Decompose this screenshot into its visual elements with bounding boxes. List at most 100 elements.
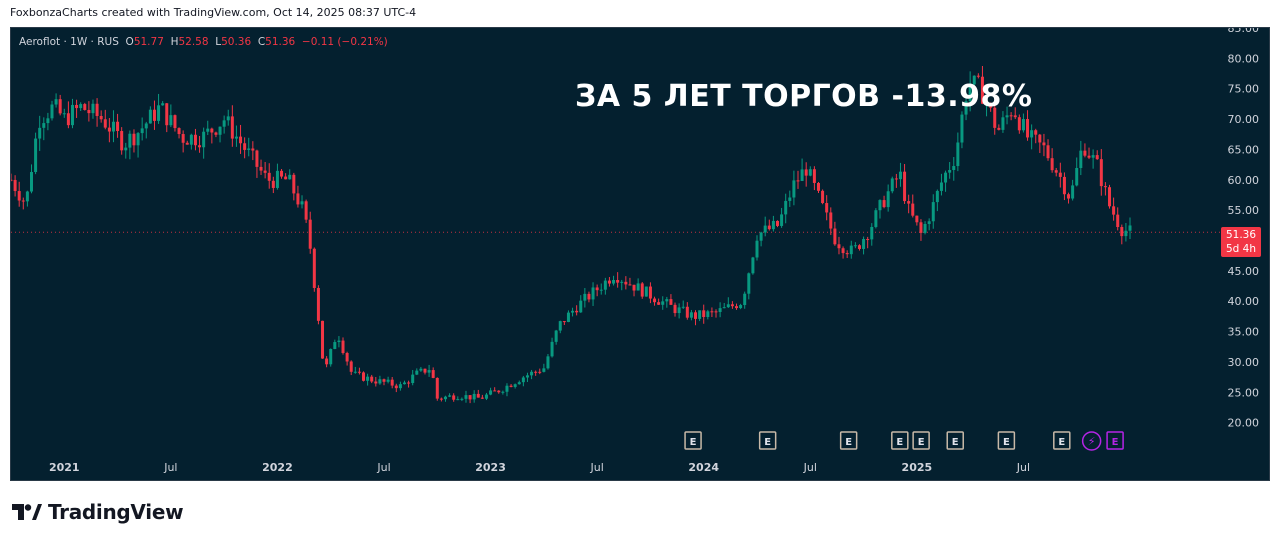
candle-up: [275, 170, 279, 188]
candle-up: [25, 191, 29, 202]
candle-up: [169, 115, 173, 126]
candle-down: [357, 371, 361, 373]
candle-down: [423, 368, 427, 373]
tradingview-wordmark: TradingView: [48, 500, 184, 524]
candle-down: [1087, 155, 1091, 158]
candle-up: [50, 104, 54, 119]
candle-up: [968, 84, 972, 102]
candle-up: [1075, 168, 1079, 186]
candle-down: [796, 180, 800, 182]
candle-up: [677, 307, 681, 314]
candle-up: [874, 210, 878, 227]
candle-down: [640, 283, 644, 297]
candle-up: [111, 121, 115, 132]
earnings-event-marker: [912, 431, 930, 450]
candle-down: [66, 113, 70, 126]
candle-up: [800, 169, 804, 181]
candle-down: [833, 228, 837, 245]
candle-down: [997, 127, 1001, 130]
candle-down: [120, 131, 124, 151]
candle-down: [431, 370, 435, 378]
candle-up: [460, 398, 464, 400]
candle-up: [136, 133, 140, 146]
candle-up: [333, 342, 337, 349]
candle-up: [784, 200, 788, 215]
earnings-event-marker: [997, 431, 1016, 450]
candle-down: [407, 382, 411, 384]
candle-down: [308, 219, 312, 249]
candle-up: [456, 399, 460, 401]
candle-down: [165, 103, 169, 126]
candle-up: [771, 220, 775, 230]
candle-down: [99, 115, 103, 120]
candle-down: [685, 306, 689, 318]
candle-down: [480, 397, 484, 399]
headline: ЗА 5 ЛЕТ ТОРГОВ -13.98%: [575, 79, 1033, 114]
candle-up: [366, 376, 370, 381]
candle-up: [513, 384, 517, 387]
candle-down: [1095, 155, 1099, 160]
candle-up: [1071, 185, 1075, 199]
candle-down: [702, 310, 706, 317]
change-value: −0.11 (−0.21%): [301, 36, 388, 48]
candle-up: [620, 281, 624, 283]
candle-up: [698, 310, 702, 319]
candle-down: [919, 222, 923, 233]
candle-up: [739, 305, 743, 309]
candle-down: [845, 253, 849, 255]
symbol-label[interactable]: Aeroflot · 1W · RUS: [19, 36, 119, 48]
bar-countdown: 5d 4h: [1225, 243, 1257, 255]
chart-panel[interactable]: 20.0025.0030.0035.0040.0045.0050.0055.00…: [10, 27, 1270, 481]
candle-down: [616, 279, 620, 283]
candle-up: [603, 280, 607, 290]
candle-up: [42, 123, 46, 128]
earnings-event-marker: [684, 431, 702, 450]
earnings-event-label: E: [764, 437, 771, 448]
candle-down: [468, 395, 472, 400]
earnings-event-marker: [1053, 431, 1071, 450]
candle-down: [255, 150, 259, 167]
candle-up: [751, 257, 755, 274]
candle-up: [1124, 230, 1128, 237]
candle-down: [394, 385, 398, 389]
low-value: 50.36: [221, 36, 252, 48]
candle-down: [321, 320, 325, 359]
candle-down: [312, 248, 316, 288]
candle-up: [398, 384, 402, 389]
candle-up: [489, 390, 493, 395]
candle-up: [288, 174, 292, 180]
candle-down: [1103, 186, 1107, 188]
candle-up: [898, 171, 902, 180]
candle-up: [157, 105, 161, 121]
candle-up: [464, 395, 468, 399]
candle-up: [923, 223, 927, 233]
candle-down: [370, 376, 374, 382]
candle-up: [956, 142, 960, 167]
candle-down: [152, 109, 156, 121]
x-tick-label: Jul: [163, 461, 177, 474]
candle-down: [292, 174, 296, 194]
candle-up: [780, 214, 784, 226]
candle-down: [767, 225, 771, 230]
candle-down: [993, 107, 997, 128]
tradingview-logo[interactable]: TradingView: [12, 500, 184, 524]
candle-down: [882, 200, 886, 208]
close-label: C: [257, 36, 266, 48]
tradingview-logo-icon: [12, 504, 42, 520]
chart-caption: FoxbonzaCharts created with TradingView.…: [10, 6, 417, 19]
x-tick-label: Jul: [1016, 461, 1030, 474]
candle-up: [517, 382, 521, 385]
candle-up: [944, 172, 948, 183]
candle-up: [140, 128, 144, 134]
candle-up: [415, 370, 419, 375]
candle-down: [825, 203, 829, 213]
candle-down: [607, 280, 611, 284]
candle-down: [493, 390, 497, 392]
candle-down: [58, 99, 62, 114]
candle-up: [747, 273, 751, 294]
candle-up: [718, 308, 722, 312]
candle-down: [230, 116, 234, 139]
price-chart[interactable]: 20.0025.0030.0035.0040.0045.0050.0055.00…: [11, 28, 1269, 480]
candle-down: [1108, 187, 1112, 207]
candle-up: [792, 180, 796, 198]
